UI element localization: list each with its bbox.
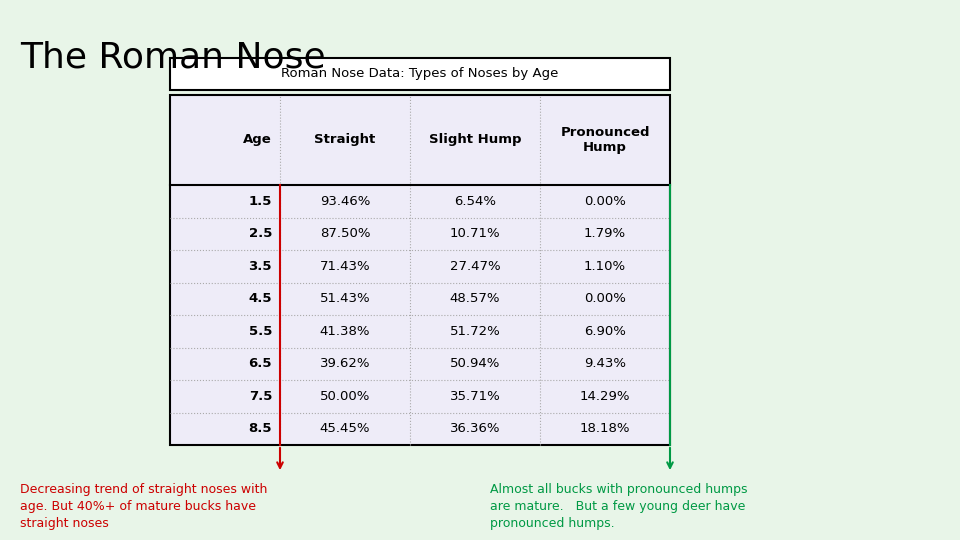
Text: Decreasing trend of straight noses with
age. But 40%+ of mature bucks have
strai: Decreasing trend of straight noses with …	[20, 483, 268, 530]
Text: Age: Age	[243, 133, 272, 146]
Text: Slight Hump: Slight Hump	[429, 133, 521, 146]
Text: 45.45%: 45.45%	[320, 422, 371, 435]
Bar	[170, 95, 670, 445]
Text: 7.5: 7.5	[249, 390, 272, 403]
Text: 27.47%: 27.47%	[449, 260, 500, 273]
Text: 9.43%: 9.43%	[584, 357, 626, 370]
Text: 48.57%: 48.57%	[449, 292, 500, 305]
Text: 1.10%: 1.10%	[584, 260, 626, 273]
Text: 8.5: 8.5	[249, 422, 272, 435]
Text: 6.54%: 6.54%	[454, 195, 496, 208]
Text: 0.00%: 0.00%	[584, 195, 626, 208]
Text: Roman Nose Data: Types of Noses by Age: Roman Nose Data: Types of Noses by Age	[281, 68, 559, 80]
Text: 4.5: 4.5	[249, 292, 272, 305]
Text: 6.90%: 6.90%	[584, 325, 626, 338]
Text: 87.50%: 87.50%	[320, 227, 371, 240]
Text: 5.5: 5.5	[249, 325, 272, 338]
Text: 10.71%: 10.71%	[449, 227, 500, 240]
Text: 50.94%: 50.94%	[450, 357, 500, 370]
Text: 6.5: 6.5	[249, 357, 272, 370]
Text: 0.00%: 0.00%	[584, 292, 626, 305]
Text: 36.36%: 36.36%	[449, 422, 500, 435]
Text: 35.71%: 35.71%	[449, 390, 500, 403]
Text: 39.62%: 39.62%	[320, 357, 371, 370]
FancyBboxPatch shape	[170, 58, 670, 90]
Text: 1.5: 1.5	[249, 195, 272, 208]
Text: 71.43%: 71.43%	[320, 260, 371, 273]
Text: 14.29%: 14.29%	[580, 390, 631, 403]
Text: 1.79%: 1.79%	[584, 227, 626, 240]
Text: 41.38%: 41.38%	[320, 325, 371, 338]
Text: 93.46%: 93.46%	[320, 195, 371, 208]
Text: The Roman Nose: The Roman Nose	[20, 40, 325, 74]
Text: 50.00%: 50.00%	[320, 390, 371, 403]
Text: Straight: Straight	[314, 133, 375, 146]
Text: Almost all bucks with pronounced humps
are mature.   But a few young deer have
p: Almost all bucks with pronounced humps a…	[490, 483, 748, 530]
Text: 3.5: 3.5	[249, 260, 272, 273]
Text: 51.43%: 51.43%	[320, 292, 371, 305]
Text: Pronounced
Hump: Pronounced Hump	[561, 126, 650, 154]
Text: 18.18%: 18.18%	[580, 422, 631, 435]
Text: 51.72%: 51.72%	[449, 325, 500, 338]
Text: 2.5: 2.5	[249, 227, 272, 240]
